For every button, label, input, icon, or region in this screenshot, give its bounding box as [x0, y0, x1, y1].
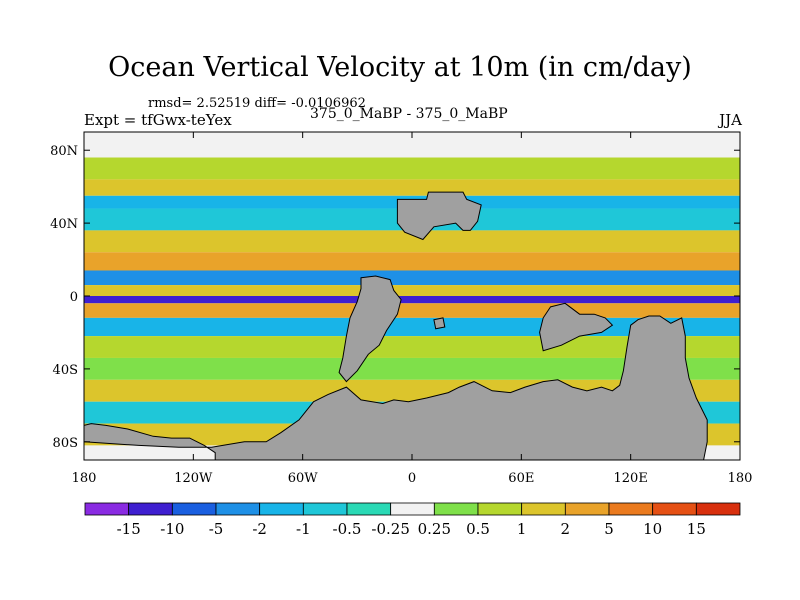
- season-label: JJA: [719, 111, 742, 129]
- field-band-7: [84, 270, 740, 286]
- colorbar-swatch-5: [302, 502, 348, 516]
- colorbar-swatch-12: [608, 502, 654, 516]
- colorbar-swatch-1: [128, 502, 173, 516]
- field-band-8: [84, 285, 740, 296]
- colorbar-label-13: 15: [687, 520, 706, 538]
- colorbar-swatch-7: [390, 502, 435, 516]
- colorbar-label-11: 5: [604, 520, 614, 538]
- colorbar-label-5: -0.5: [333, 520, 362, 538]
- colorbar-swatch-6: [346, 502, 392, 516]
- colorbar-swatch-11: [564, 502, 610, 516]
- stats-label: rmsd= 2.52519 diff= -0.0106962: [148, 96, 366, 111]
- field-band-13: [84, 357, 740, 380]
- x-tick-label-5: 120E: [614, 471, 648, 486]
- colorbar-label-0: -15: [117, 520, 141, 538]
- y-tick-label-4: 80S: [53, 436, 78, 451]
- field-band-10: [84, 303, 740, 318]
- colorbar-swatch-10: [521, 502, 566, 516]
- colorbar-label-1: -10: [160, 520, 184, 538]
- colorbar-swatch-13: [652, 502, 697, 516]
- colorbar-label-10: 2: [561, 520, 571, 538]
- colorbar-label-9: 1: [517, 520, 527, 538]
- x-tick-label-3: 0: [408, 471, 416, 486]
- x-tick-label-2: 60W: [288, 471, 319, 486]
- colorbar-swatch-8: [433, 502, 479, 516]
- field-band-1: [84, 157, 740, 180]
- colorbar-label-4: -1: [296, 520, 311, 538]
- colorbar-label-3: -2: [252, 520, 267, 538]
- land-west-continent: [338, 275, 402, 383]
- colorbar-label-2: -5: [209, 520, 224, 538]
- colorbar-swatch-9: [477, 502, 523, 516]
- x-tick-label-0: 180: [72, 471, 97, 486]
- colorbar-label-8: 0.5: [466, 520, 490, 538]
- land-mask: [84, 191, 708, 460]
- land-north-landmass: [396, 191, 482, 241]
- colorbar-label-7: 0.25: [418, 520, 451, 538]
- colorbar-swatch-14: [695, 502, 741, 516]
- x-tick-label-4: 60E: [508, 471, 534, 486]
- colorbar-swatch-2: [171, 502, 217, 516]
- land-southern-continent: [84, 315, 708, 460]
- field-band-6: [84, 252, 740, 271]
- y-tick-label-0: 80N: [50, 144, 78, 159]
- colorbar-swatch-3: [215, 502, 261, 516]
- y-tick-label-3: 40S: [53, 363, 78, 378]
- field-band-12: [84, 336, 740, 358]
- field-band-9: [84, 296, 740, 304]
- colorbar: -15 -10 -5 -2 -1 -0.5 -0.25 0.25 0.5 1 2 5 10 15: [84, 502, 741, 538]
- colorbar-label-6: -0.25: [371, 520, 409, 538]
- comparison-label: 375_0_MaBP - 375_0_MaBP: [310, 106, 508, 122]
- colorbar-swatch-4: [259, 502, 304, 516]
- field-band-5: [84, 230, 740, 253]
- x-tick-label-6: 180: [728, 471, 753, 486]
- colorbar-label-12: 10: [643, 520, 662, 538]
- axes: 180 120W 60W 0 60E 120E 180 80N 40N 0 40S 80S: [50, 132, 752, 486]
- y-tick-label-2: 0: [70, 290, 78, 305]
- experiment-label: Expt = tfGwx-teYex: [84, 111, 232, 129]
- x-tick-label-1: 120W: [174, 471, 213, 486]
- field-band-2: [84, 179, 740, 196]
- land-small-island: [433, 317, 446, 330]
- colorbar-swatch-0: [84, 502, 130, 516]
- y-tick-label-1: 40N: [50, 217, 78, 232]
- chart-title: Ocean Vertical Velocity at 10m (in cm/da…: [108, 52, 692, 83]
- land-mid-landmass: [539, 302, 614, 352]
